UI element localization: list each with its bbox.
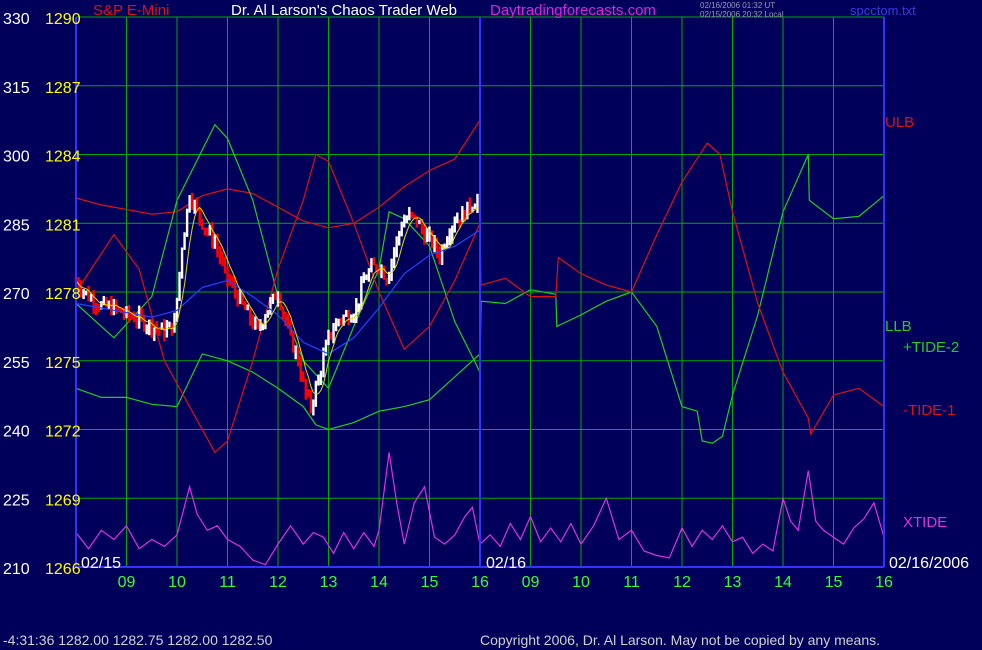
y-tick-price: 1278 — [45, 286, 81, 303]
series-blue_average — [75, 229, 481, 355]
series-label: XTIDE — [903, 514, 947, 531]
x-tick-label: 09 — [118, 574, 136, 591]
data-file-name: spcctom.txt — [850, 3, 916, 18]
y-tick-price: 1290 — [45, 11, 81, 28]
x-tick-label: 12 — [269, 574, 287, 591]
x-tick-label: 16 — [875, 574, 893, 591]
site-url[interactable]: Daytradingforecasts.com — [490, 2, 656, 19]
chart-axes — [75, 17, 885, 568]
x-tick-label: 11 — [623, 574, 640, 591]
x-tick-label: 14 — [774, 574, 792, 591]
series-label: ULB — [885, 114, 914, 131]
y-tick-scale: 255 — [3, 355, 30, 372]
timestamp-local: 02/15/2006 20:32 Local — [700, 10, 784, 19]
series-red_upper_band — [75, 119, 481, 229]
quote-readout: -4:31:36 1282.00 1282.75 1282.00 1282.50 — [3, 632, 273, 648]
chart-labels: 330 1290 315 1287 300 1284 285 1281 270 1278 255 12… — [3, 11, 969, 591]
timestamp-ut: 02/16/2006 01:32 UT — [700, 1, 776, 10]
y-tick-price: 1281 — [45, 217, 81, 234]
series-label: LLB — [885, 318, 912, 335]
series-green_lower_band — [75, 353, 481, 431]
y-tick-scale: 300 — [3, 149, 30, 166]
average-series — [75, 206, 481, 395]
band-series — [75, 119, 885, 454]
xtide-series — [75, 452, 885, 566]
y-tick-price: 1269 — [45, 492, 81, 509]
date-label-end: 02/16/2006 — [889, 555, 969, 572]
series-red_tide — [75, 142, 885, 454]
x-tick-label: 13 — [320, 574, 338, 591]
y-tick-price: 1266 — [45, 561, 81, 578]
x-tick-label: 13 — [724, 574, 742, 591]
y-tick-scale: 285 — [3, 217, 30, 234]
x-tick-label: 09 — [522, 574, 540, 591]
x-tick-label: 11 — [219, 574, 236, 591]
x-tick-label: 10 — [168, 574, 186, 591]
copyright-notice: Copyright 2006, Dr. Al Larson. May not b… — [480, 632, 881, 648]
site-name: Dr. Al Larson's Chaos Trader Web — [231, 2, 458, 19]
x-tick-label: 15 — [825, 574, 843, 591]
y-tick-scale: 330 — [3, 11, 30, 28]
y-tick-scale: 240 — [3, 424, 30, 441]
price-bars — [74, 192, 479, 416]
series-green_tide — [75, 123, 885, 444]
series-label: +TIDE-2 — [903, 339, 959, 356]
y-tick-price: 1275 — [45, 355, 81, 372]
y-tick-scale: 210 — [3, 561, 30, 578]
x-tick-label: 16 — [471, 574, 489, 591]
x-tick-label: 12 — [673, 574, 691, 591]
x-tick-label: 15 — [421, 574, 439, 591]
y-tick-price: 1284 — [45, 149, 81, 166]
x-tick-label: 10 — [572, 574, 590, 591]
y-tick-price: 1287 — [45, 80, 81, 97]
chart-title: S&P E-Mini — [93, 2, 170, 19]
date-label-mid: 02/16 — [486, 555, 526, 572]
y-tick-scale: 225 — [3, 492, 30, 509]
y-tick-scale: 270 — [3, 286, 30, 303]
series-xtide — [75, 452, 885, 566]
series-label: -TIDE-1 — [903, 402, 956, 419]
series-yellow-average — [75, 206, 478, 395]
x-tick-label: 14 — [370, 574, 388, 591]
y-tick-scale: 315 — [3, 80, 30, 97]
date-label-start: 02/15 — [81, 555, 121, 572]
y-tick-price: 1272 — [45, 424, 81, 441]
